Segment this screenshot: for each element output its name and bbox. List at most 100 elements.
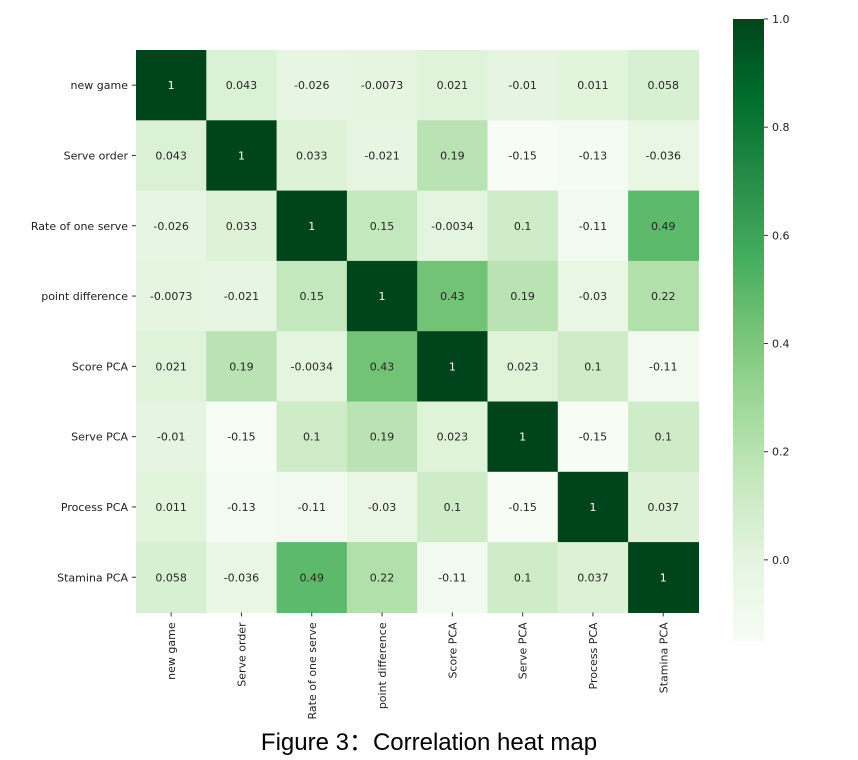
y-tick-label: Score PCA — [72, 360, 129, 373]
cell-value-label: 0.023 — [507, 360, 539, 373]
cell-value-label: 0.1 — [655, 431, 673, 444]
y-tick-label: Rate of one serve — [31, 220, 128, 233]
heatmap-cell — [487, 471, 559, 543]
cell-value-label: -0.11 — [579, 220, 607, 233]
heatmap-cell — [276, 331, 348, 403]
heatmap-cell — [136, 260, 207, 332]
heatmap-cell — [346, 260, 418, 332]
cell-value-label: 0.033 — [226, 220, 258, 233]
colorbar-tick-label: 0.2 — [772, 446, 790, 459]
heatmap-cell — [557, 260, 629, 332]
cell-value-label: -0.026 — [294, 79, 329, 92]
heatmap-cell — [206, 190, 278, 262]
heatmap-cell — [417, 120, 489, 192]
heatmap-cell — [487, 401, 559, 473]
colorbar-ticks: 1.0 0.8 0.6 0.4 0.2 0.0 — [764, 13, 790, 567]
x-tick-label: Rate of one serve — [306, 622, 319, 719]
heatmap-cell — [557, 401, 629, 473]
heatmap-cell — [206, 471, 278, 543]
heatmap-cell — [487, 542, 559, 613]
heatmap-cell — [276, 401, 348, 473]
heatmap-cell — [276, 260, 348, 332]
cell-value-label: 0.058 — [648, 79, 680, 92]
heatmap-cell — [487, 50, 559, 121]
heatmap-cell — [136, 50, 207, 121]
heatmap-cell — [276, 50, 348, 121]
cell-value-label: 0.15 — [300, 290, 325, 303]
cell-value-label: -0.15 — [508, 149, 536, 162]
heatmap-cell — [206, 331, 278, 403]
heatmap-cell — [628, 471, 699, 543]
heatmap-cell — [417, 471, 489, 543]
heatmap-cell — [557, 542, 629, 613]
heatmap-cell — [487, 120, 559, 192]
heatmap-cell — [136, 331, 207, 403]
cell-value-label: 0.1 — [303, 431, 321, 444]
colorbar — [733, 19, 764, 641]
heatmap-cell — [417, 50, 489, 121]
cell-value-label: -0.03 — [368, 501, 396, 514]
cell-value-label: 1 — [589, 501, 596, 514]
cell-value-label: 0.058 — [155, 571, 187, 584]
cell-value-label: 1 — [449, 360, 456, 373]
heatmap-cell — [557, 331, 629, 403]
x-tick-label: point difference — [376, 622, 389, 709]
heatmap-cell — [346, 331, 418, 403]
heatmap-cell — [417, 190, 489, 262]
x-tick-label: new game — [165, 622, 178, 680]
cell-value-label: -0.11 — [298, 501, 326, 514]
heatmap-cell — [206, 260, 278, 332]
colorbar-tick-label: 1.0 — [772, 13, 790, 26]
cell-value-label: 0.43 — [440, 290, 465, 303]
heatmap-cell — [136, 471, 207, 543]
cell-value-label: 0.22 — [370, 571, 395, 584]
heatmap-cell — [346, 190, 418, 262]
cell-value-label: 0.043 — [155, 149, 187, 162]
cell-value-label: 0.49 — [651, 220, 676, 233]
heatmap-cell — [557, 50, 629, 121]
heatmap-cell — [557, 120, 629, 192]
cell-value-label: -0.11 — [438, 571, 466, 584]
heatmap-cell — [136, 120, 207, 192]
cell-value-label: -0.036 — [646, 149, 681, 162]
heatmap-cell — [628, 260, 699, 332]
cell-value-label: 0.011 — [155, 501, 187, 514]
cell-value-label: -0.0034 — [431, 220, 473, 233]
figure-caption: Figure 3：Correlation heat map — [260, 729, 598, 756]
heatmap-cell — [487, 190, 559, 262]
heatmap-cell — [346, 542, 418, 613]
heatmap-cell — [346, 401, 418, 473]
cell-value-label: -0.15 — [579, 431, 607, 444]
heatmap-cell — [487, 331, 559, 403]
cell-value-label: -0.01 — [508, 79, 536, 92]
heatmap-cell — [557, 471, 629, 543]
cell-value-label: -0.15 — [227, 431, 255, 444]
heatmap-cell — [487, 260, 559, 332]
heatmap-cell — [206, 120, 278, 192]
cell-value-label: 0.037 — [648, 501, 680, 514]
cell-value-label: 1 — [238, 149, 245, 162]
cell-value-label: -0.021 — [364, 149, 399, 162]
heatmap-cell — [628, 401, 699, 473]
cell-value-label: 0.037 — [577, 571, 609, 584]
cell-value-label: 0.043 — [226, 79, 258, 92]
cell-value-label: -0.0073 — [150, 290, 192, 303]
heatmap-cell — [276, 120, 348, 192]
y-tick-label: new game — [71, 79, 129, 92]
y-tick-label: Serve order — [64, 149, 129, 162]
heatmap-cell — [276, 542, 348, 613]
heatmap-cell — [206, 542, 278, 613]
heatmap-cell — [136, 542, 207, 613]
colorbar-tick-label: 0.6 — [772, 229, 790, 242]
heatmap-cell — [346, 50, 418, 121]
cell-value-label: -0.0073 — [361, 79, 403, 92]
cell-value-label: 0.021 — [155, 360, 187, 373]
heatmap-cell — [417, 260, 489, 332]
x-tick-label: Process PCA — [587, 622, 600, 690]
cell-value-label: 0.49 — [300, 571, 325, 584]
colorbar-tick-label: 0.4 — [772, 338, 790, 351]
cell-value-label: 0.15 — [370, 220, 395, 233]
colorbar-tick-label: 0.0 — [772, 554, 790, 567]
cell-value-label: 1 — [168, 79, 175, 92]
heatmap-cell — [417, 401, 489, 473]
